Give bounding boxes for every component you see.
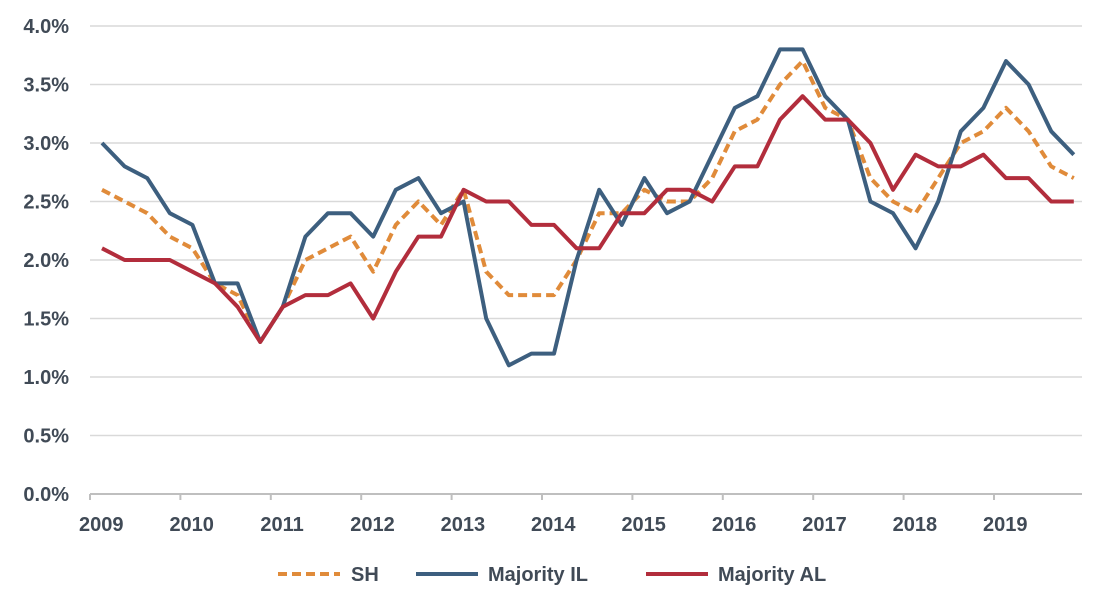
x-axis-tick-labels: 2009 2010 2011 2012 2013 2014 2015 2016 2017 2018… bbox=[79, 514, 1027, 536]
series-lines bbox=[100, 47, 1076, 368]
y-tick-label: 2.5% bbox=[23, 192, 69, 214]
x-tick-label: 2012 bbox=[350, 514, 395, 536]
x-tick-label: 2016 bbox=[712, 514, 757, 536]
y-axis-tick-labels: 0.0% 0.5% 1.0% 1.5% 2.0% 2.5% 3.0% 3.5% 4.0% bbox=[23, 16, 69, 506]
x-tick-label: 2009 bbox=[79, 514, 124, 536]
y-tick-label: 1.5% bbox=[23, 309, 69, 331]
y-tick-label: 3.0% bbox=[23, 133, 69, 155]
x-tick-label: 2015 bbox=[621, 514, 666, 536]
x-tick-label: 2018 bbox=[893, 514, 938, 536]
legend-label: Majority AL bbox=[718, 564, 826, 586]
x-tick-label: 2011 bbox=[260, 514, 303, 536]
series-line-majority-al bbox=[101, 94, 1074, 344]
y-tick-label: 2.0% bbox=[23, 250, 69, 272]
x-tick-label: 2013 bbox=[441, 514, 486, 536]
x-tick-label: 2017 bbox=[802, 514, 847, 536]
grid-lines bbox=[90, 25, 1082, 437]
x-axis bbox=[89, 493, 1082, 500]
y-tick-label: 0.5% bbox=[23, 426, 69, 448]
x-tick-label: 2010 bbox=[169, 514, 214, 536]
y-tick-label: 3.5% bbox=[23, 75, 69, 97]
legend-label: Majority IL bbox=[488, 564, 588, 586]
series-line-sh bbox=[101, 59, 1075, 344]
y-tick-label: 4.0% bbox=[23, 16, 69, 38]
y-tick-label: 1.0% bbox=[23, 367, 69, 389]
legend: SH Majority IL Majority AL bbox=[278, 564, 826, 586]
y-tick-label: 0.0% bbox=[23, 484, 69, 506]
x-tick-label: 2014 bbox=[531, 514, 576, 536]
legend-label: SH bbox=[351, 564, 379, 586]
x-tick-label: 2019 bbox=[983, 514, 1028, 536]
